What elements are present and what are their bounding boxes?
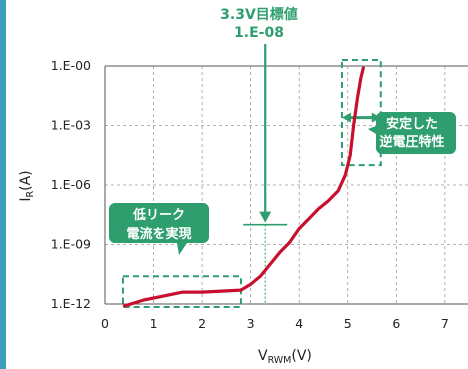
stable-callout [368, 112, 456, 154]
x-tick-label: 0 [101, 316, 109, 331]
y-tick-label: 1.E-12 [51, 296, 91, 311]
x-tick-label: 7 [441, 316, 449, 331]
y-tick-label: 1.E-09 [51, 237, 91, 252]
target-annotation-line2: 1.E-08 [234, 25, 284, 41]
target-arrow-head [259, 211, 272, 223]
plot-area [104, 65, 468, 305]
x-axis-label: VRWM(V) [258, 348, 312, 366]
x-tick-label: 3 [247, 316, 255, 331]
stable-label-line2: 逆電圧特性 [379, 134, 444, 150]
series [122, 66, 365, 308]
y-tick-label: 1.E-06 [51, 177, 91, 192]
y-tick-label: 1.E-00 [51, 58, 91, 73]
x-tick-label: 2 [198, 316, 206, 331]
x-tick-label: 5 [344, 316, 352, 331]
low-leak-label-line1: 低リーク [132, 207, 185, 223]
x-tick-label: 6 [392, 316, 400, 331]
target-annotation-line1: 3.3V目標値 [220, 6, 298, 23]
grid [105, 65, 468, 304]
x-tick-label: 1 [150, 316, 158, 331]
y-axis-label: IR(A) [18, 170, 36, 201]
stable-label-line1: 安定した [386, 116, 438, 132]
annotations [109, 44, 456, 308]
y-tick-label: 1.E-03 [51, 118, 91, 133]
stable-arrow-left [341, 112, 351, 123]
series-line [122, 66, 365, 308]
low-leak-label-line2: 電流を実現 [126, 226, 191, 242]
x-tick-label: 4 [295, 316, 303, 331]
tick-labels: 0 1 2 3 4 5 6 7 1.E-00 1.E-03 1.E-06 1.E-09 1.E-12 [51, 58, 449, 331]
low-leak-callout [109, 203, 209, 255]
left-edge-strip [0, 0, 6, 369]
